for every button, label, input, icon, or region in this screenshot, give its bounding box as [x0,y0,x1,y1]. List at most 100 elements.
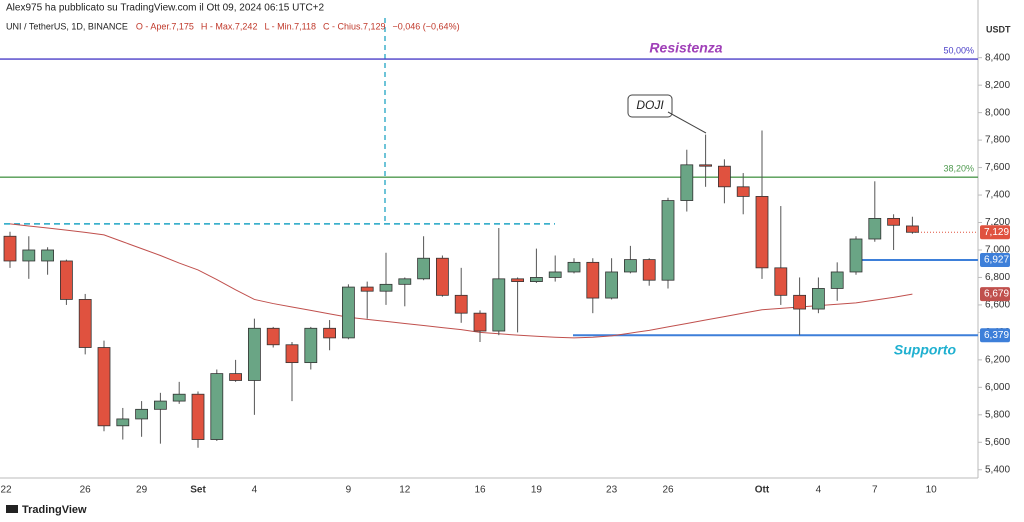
x-tick-label: 29 [136,485,148,496]
candle-body [567,261,581,273]
candle-body [172,393,186,402]
candle-body [360,286,374,292]
candle-body [153,400,167,410]
plot-area [0,58,978,448]
candle-body [210,373,224,440]
resistance-label: Resistenza [649,40,722,56]
support-label: Supporto [894,342,957,358]
x-tick-label: 22 [0,485,12,496]
candle-body [341,286,355,339]
price-tag-label: 6,379 [984,330,1009,341]
y-tick-label: 7,200 [985,217,1010,228]
y-tick-label: 6,200 [985,355,1010,366]
candle-body [3,235,17,262]
candle-body [116,418,130,427]
candle-body [473,312,487,332]
y-tick-label: 6,800 [985,272,1010,283]
candle-body [97,347,111,427]
candle-body [135,408,149,420]
candle-body [454,294,468,314]
price-tag [980,253,1010,268]
candle-body [22,249,36,262]
x-tick-label: 23 [606,485,618,496]
x-tick-label: Ott [755,485,770,496]
x-tick-label: 9 [346,485,352,496]
candle-body [718,165,731,188]
y-tick-label: 5,600 [985,437,1010,448]
candle-body [642,259,656,281]
candle-body [830,271,844,289]
x-tick-label: Set [190,485,206,496]
candle-body [78,299,92,348]
moving-average [9,223,913,339]
level-label: 50,00% [943,45,974,55]
x-tick-label: 26 [80,485,92,496]
x-tick-label: 12 [399,485,411,496]
price-tag-label: 6,679 [984,289,1009,300]
y-tick-label: 8,200 [985,80,1010,91]
candle-body [736,186,750,197]
y-tick-label: 8,000 [985,107,1010,118]
candle-body [379,283,393,292]
price-tag [980,328,1010,343]
candle-body [417,257,431,280]
symbol: UNI / TetherUS, 1D, BINANCE [6,21,128,31]
candle-body [435,257,449,296]
x-tick-label: 10 [926,485,938,496]
candle-body [774,267,788,296]
price-tag [980,225,1010,240]
price-tag-label: 7,129 [984,227,1009,238]
ohlc-value: O - Aper.7,175 [136,21,194,31]
candle-body [304,327,318,364]
candle-body [661,200,675,281]
ohlc-value: −0,046 (−0,64%) [393,21,460,31]
candle-body [41,249,54,262]
candle-body [511,278,525,282]
candle-body [191,393,205,440]
x-tick-label: 16 [474,485,486,496]
x-tick-label: 4 [816,485,822,496]
logo-icon [6,505,18,513]
y-tick-label: 7,800 [985,135,1010,146]
candle-body [323,327,337,339]
ohlc-value: L - Min.7,118 [264,21,316,31]
candle-body [398,278,412,285]
candle-body [266,327,280,346]
candle-body [793,294,806,310]
price-tag [980,287,1010,302]
ohlc-value: C - Chius.7,129 [323,21,386,31]
x-tick-label: 4 [252,485,258,496]
y-tick-label: 6,600 [985,300,1010,311]
price-tag-label: 6,927 [984,255,1009,266]
candle-body [586,261,600,299]
candle-body [812,288,825,310]
candle-body [868,217,882,240]
candle-body [849,238,863,273]
y-tick-label: 7,600 [985,162,1010,173]
footer: TradingView [6,504,87,516]
candle-body [680,164,694,201]
level-label: 38,20% [943,164,974,174]
candle-body [492,278,506,332]
doji-callout [627,94,707,134]
candle-body [699,164,712,167]
candle-body [229,373,243,381]
brand: TradingView [22,504,87,516]
symbol-header: UNI / TetherUS, 1D, BINANCE O - Aper.7,17… [6,21,460,31]
candle-body [605,271,618,299]
currency: USDT [986,24,1011,34]
doji-label: DOJI [636,98,664,112]
candle-body [624,259,637,273]
candle-body [548,271,562,278]
publisher: Alex975 ha pubblicato su TradingView.com… [6,3,325,14]
candle-body [247,327,261,381]
candle-body [906,225,919,233]
candle-body [887,217,900,226]
y-tick-label: 7,400 [985,190,1010,201]
candle-body [285,344,299,364]
x-tick-label: 7 [872,485,878,496]
candle-body [530,277,543,282]
x-tick-label: 19 [531,485,543,496]
